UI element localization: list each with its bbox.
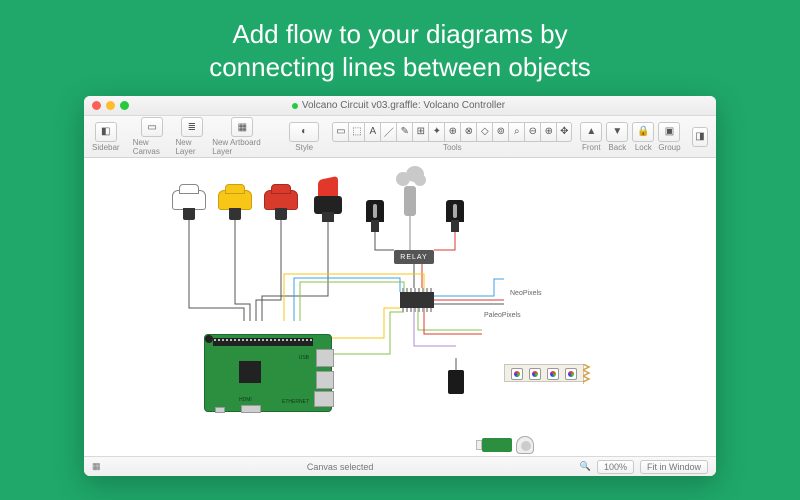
new-artboard-button[interactable]: ▦ — [231, 117, 253, 137]
tool-button-3[interactable]: ／ — [380, 122, 396, 142]
new-canvas-button[interactable]: ▭ — [141, 117, 163, 137]
back-label: Back — [608, 143, 626, 152]
tool-button-6[interactable]: ✦ — [428, 122, 444, 142]
usb-port-2 — [316, 371, 334, 389]
document-edited-icon — [292, 103, 298, 109]
canvas[interactable]: RELAY USB HDMI ETHERNET NeoPixels — [84, 158, 716, 456]
zoom-level[interactable]: 100% — [597, 460, 634, 474]
tool-button-8[interactable]: ⊗ — [460, 122, 476, 142]
paleopixel-sensor[interactable] — [482, 434, 540, 456]
window-title-text: Volcano Circuit v03.graffle: Volcano Con… — [302, 100, 505, 111]
relay-module[interactable]: RELAY — [394, 250, 434, 264]
front-label: Front — [582, 143, 601, 152]
tool-button-10[interactable]: ⊚ — [492, 122, 508, 142]
tool-button-2[interactable]: A — [364, 122, 380, 142]
minimize-icon[interactable] — [106, 101, 115, 110]
headline-line-2: connecting lines between objects — [0, 51, 800, 84]
headline-line-1: Add flow to your diagrams by — [0, 18, 800, 51]
tool-button-4[interactable]: ✎ — [396, 122, 412, 142]
usb-label: USB — [299, 355, 309, 361]
tool-button-12[interactable]: ⊖ — [524, 122, 540, 142]
back-group: ▼ Back — [606, 122, 628, 152]
audio-jack — [205, 335, 213, 343]
inspector-toggle-button[interactable]: ◨ — [692, 127, 708, 147]
raspberry-pi[interactable]: USB HDMI ETHERNET — [204, 334, 332, 412]
lock-button[interactable]: 🔒 — [632, 122, 654, 142]
arcade-button-yellow[interactable] — [218, 190, 252, 220]
fit-window-button[interactable]: Fit in Window — [640, 460, 708, 474]
app-window: Volcano Circuit v03.graffle: Volcano Con… — [84, 96, 716, 476]
tool-button-9[interactable]: ◇ — [476, 122, 492, 142]
soc-chip — [239, 361, 261, 383]
new-layer-button[interactable]: ≣ — [181, 117, 203, 137]
tool-button-7[interactable]: ⊕ — [444, 122, 460, 142]
style-group: ◐ Style — [289, 122, 319, 152]
tool-button-13[interactable]: ⊕ — [540, 122, 556, 142]
new-canvas-group: ▭ New Canvas — [133, 117, 172, 156]
group-group: ▣ Group — [658, 122, 680, 152]
lock-label: Lock — [635, 143, 652, 152]
tool-button-1[interactable]: ⬚ — [348, 122, 364, 142]
selection-status: Canvas selected — [307, 462, 374, 472]
paleopixels-label: PaleoPixels — [484, 312, 521, 319]
zoom-icon[interactable] — [120, 101, 129, 110]
tools-segmented: ▭⬚A／✎⊞✦⊕⊗◇⊚⌕⊖⊕✥ — [332, 122, 572, 142]
group-button[interactable]: ▣ — [658, 122, 680, 142]
titlebar: Volcano Circuit v03.graffle: Volcano Con… — [84, 96, 716, 116]
dc-jack-small[interactable] — [448, 370, 464, 394]
hdmi-port — [241, 405, 261, 413]
barrel-jack-left[interactable] — [366, 200, 384, 232]
front-group: ▲ Front — [580, 122, 602, 152]
tools-group: ▭⬚A／✎⊞✦⊕⊗◇⊚⌕⊖⊕✥ Tools — [332, 122, 572, 152]
gpio-header — [213, 338, 313, 346]
hdmi-label: HDMI — [239, 397, 252, 403]
relay-label: RELAY — [400, 254, 427, 261]
ic-chip[interactable] — [400, 292, 434, 308]
lock-group: 🔒 Lock — [632, 122, 654, 152]
group-label: Group — [658, 143, 680, 152]
sidebar-toggle-button[interactable]: ◧ — [95, 122, 117, 142]
canvas-grid-icon[interactable]: ▦ — [92, 461, 101, 472]
tool-button-0[interactable]: ▭ — [332, 122, 348, 142]
new-canvas-label: New Canvas — [133, 138, 172, 156]
arcade-button-red[interactable] — [264, 190, 298, 220]
sidebar-label: Sidebar — [92, 143, 120, 152]
tool-button-5[interactable]: ⊞ — [412, 122, 428, 142]
neopixel-strip[interactable] — [504, 364, 584, 382]
statusbar: ▦ Canvas selected 🔍 100% Fit in Window — [84, 456, 716, 476]
style-label: Style — [295, 143, 313, 152]
style-button[interactable]: ◐ — [289, 122, 319, 142]
new-artboard-label: New Artboard Layer — [212, 138, 272, 156]
ethernet-label: ETHERNET — [282, 399, 309, 405]
send-back-button[interactable]: ▼ — [606, 122, 628, 142]
tool-button-11[interactable]: ⌕ — [508, 122, 524, 142]
usb-port-1 — [316, 349, 334, 367]
sidebar-toggle-group: ◧ Sidebar — [92, 122, 120, 152]
new-layer-group: ≣ New Layer — [175, 117, 208, 156]
tool-button-14[interactable]: ✥ — [556, 122, 572, 142]
neopixels-label: NeoPixels — [510, 290, 542, 297]
bring-front-button[interactable]: ▲ — [580, 122, 602, 142]
toggle-switch[interactable] — [308, 178, 348, 222]
new-layer-label: New Layer — [175, 138, 208, 156]
search-icon[interactable]: 🔍 — [580, 461, 591, 472]
tools-label: Tools — [443, 143, 462, 152]
arcade-button-white[interactable] — [172, 190, 206, 220]
window-title: Volcano Circuit v03.graffle: Volcano Con… — [129, 100, 668, 111]
new-artboard-group: ▦ New Artboard Layer — [212, 117, 272, 156]
marketing-headline: Add flow to your diagrams by connecting … — [0, 0, 800, 83]
window-controls — [92, 101, 129, 110]
smoke-emitter[interactable] — [390, 166, 430, 216]
ethernet-port — [314, 391, 334, 407]
barrel-jack-right[interactable] — [446, 200, 464, 232]
toolbar: ◧ Sidebar ▭ New Canvas ≣ New Layer ▦ New… — [84, 116, 716, 158]
close-icon[interactable] — [92, 101, 101, 110]
power-port — [215, 407, 225, 413]
